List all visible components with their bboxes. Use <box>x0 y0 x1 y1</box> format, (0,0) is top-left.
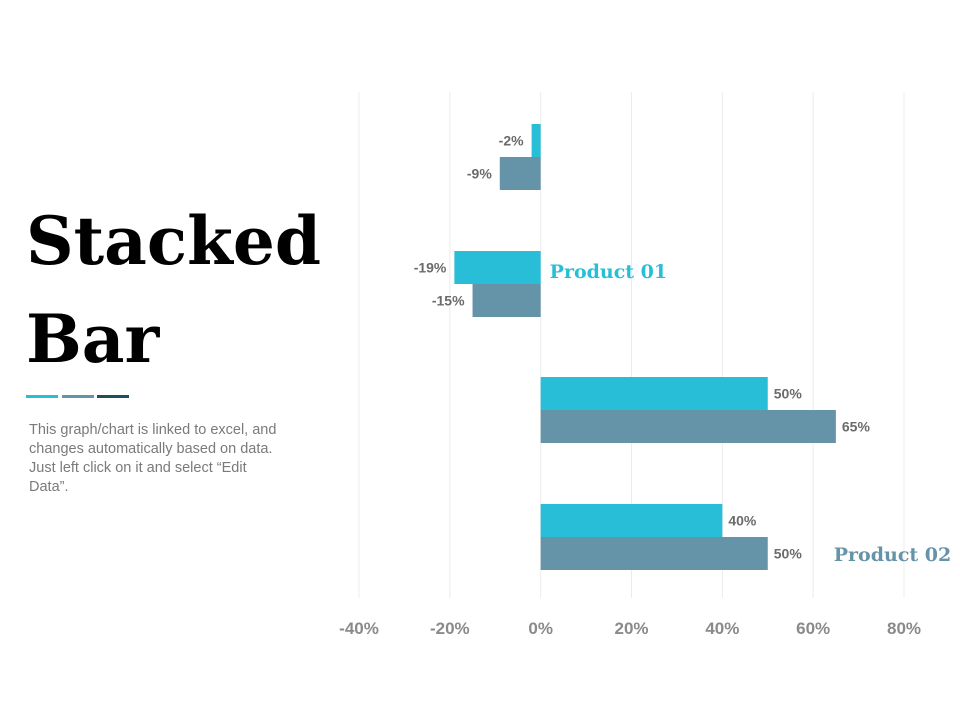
slide-description: This graph/chart is linked to excel, and… <box>29 422 277 495</box>
data-label: 50% <box>774 386 803 402</box>
x-tick-label: 60% <box>796 619 830 638</box>
bar <box>540 377 768 410</box>
x-tick-label: -20% <box>430 619 470 638</box>
data-label: -2% <box>499 133 524 149</box>
accent-dash-1 <box>26 395 58 398</box>
data-label: 40% <box>728 513 757 529</box>
slide-title-line-1: Stacked <box>26 202 321 280</box>
bar <box>472 284 541 317</box>
x-tick-label: 80% <box>887 619 921 638</box>
bar <box>531 124 541 157</box>
bar <box>540 410 836 443</box>
data-label: -15% <box>432 293 465 309</box>
x-tick-label: -40% <box>339 619 379 638</box>
chart-x-axis: -40% -20% 0% 20% 40% 60% 80% <box>339 619 921 638</box>
chart-labels: -2% -9% -19% -15% 50% 65% 40% 50% Product 01 Prod… <box>414 133 952 567</box>
data-label: 50% <box>774 546 803 562</box>
bar <box>454 251 541 284</box>
accent-dash-3 <box>97 395 129 398</box>
series-label-product-01: Product 01 <box>550 261 667 283</box>
slide-title-line-2: Bar <box>26 300 160 378</box>
series-label-product-02: Product 02 <box>834 544 951 566</box>
chart-bars <box>454 124 836 570</box>
x-tick-label: 0% <box>528 619 553 638</box>
bar <box>540 537 768 570</box>
bar <box>540 504 723 537</box>
data-label: 65% <box>842 419 871 435</box>
x-tick-label: 40% <box>705 619 739 638</box>
x-tick-label: 20% <box>614 619 648 638</box>
bar <box>499 157 541 190</box>
data-label: -19% <box>414 260 447 276</box>
data-label: -9% <box>467 166 492 182</box>
accent-dash-2 <box>62 395 94 398</box>
